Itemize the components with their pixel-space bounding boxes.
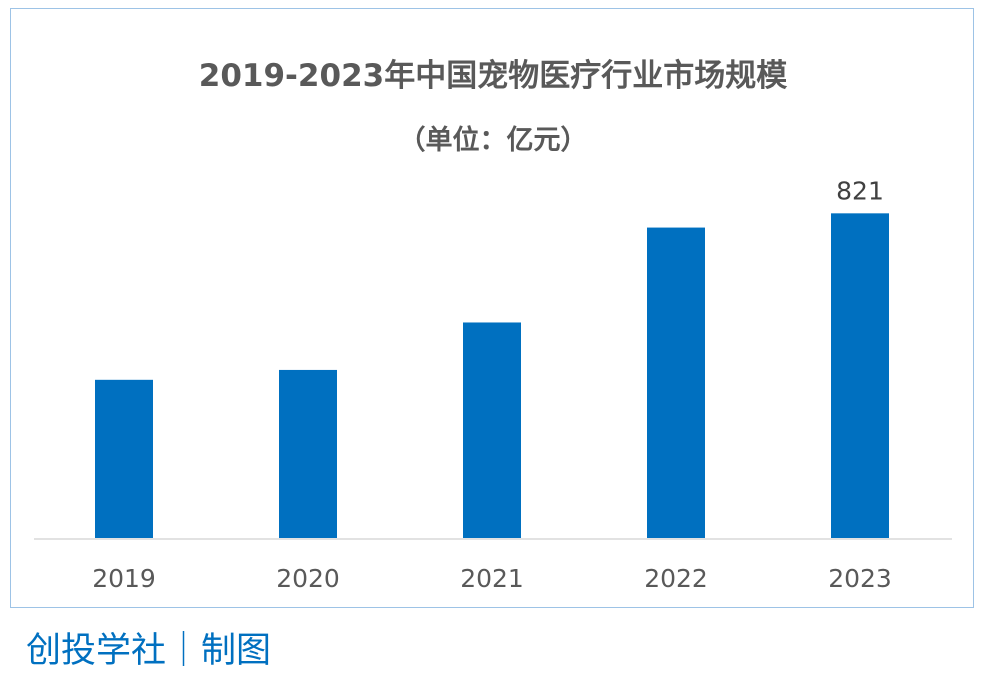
bar-2021 <box>463 322 521 538</box>
x-tick-label-2022: 2022 <box>644 564 708 593</box>
bar-2023 <box>831 213 889 538</box>
chart-title: 2019-2023年中国宠物医疗行业市场规模 <box>198 58 788 94</box>
data-label-2023: 821 <box>836 176 884 205</box>
bar-2020 <box>279 369 337 538</box>
credit-text: 创投学社｜制图 <box>26 631 272 671</box>
chart-subtitle: （单位：亿元） <box>398 125 588 156</box>
x-tick-label-2021: 2021 <box>460 564 524 593</box>
x-tick-label-2019: 2019 <box>92 564 156 593</box>
bar-2022 <box>647 227 705 538</box>
bar-2019 <box>95 379 153 538</box>
x-tick-label-2023: 2023 <box>828 564 892 593</box>
x-tick-label-2020: 2020 <box>276 564 340 593</box>
